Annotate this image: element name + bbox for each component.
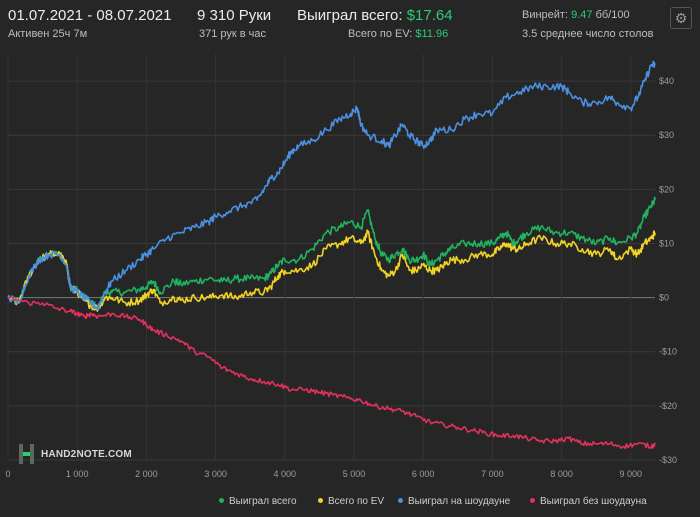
won-total: Выиграл всего: $17.64 <box>297 7 453 24</box>
legend-dot <box>398 497 403 503</box>
gear-icon[interactable]: ⚙ <box>670 7 692 29</box>
legend-item-showdown[interactable]: Выиграл на шоудауне <box>398 496 510 510</box>
x-tick-label: 0 <box>5 469 10 479</box>
legend-label: Выиграл всего <box>229 496 297 507</box>
y-tick-label: -$10 <box>659 347 677 357</box>
winrate-value: 9.47 <box>571 9 593 21</box>
ev-total-label: Всего по EV: <box>348 28 413 40</box>
ev-total-value: $11.96 <box>415 28 449 40</box>
x-tick-label: 2 000 <box>135 469 158 479</box>
y-tick-label: -$20 <box>659 401 677 411</box>
won-total-label: Выиграл всего: <box>297 7 403 24</box>
legend-label: Всего по EV <box>328 496 385 507</box>
series-line-3 <box>7 296 656 450</box>
won-total-value: $17.64 <box>406 7 453 24</box>
hands-count: 9 310 Руки <box>197 7 272 24</box>
series-line-1 <box>7 229 656 312</box>
hand2note-logo-icon <box>18 444 36 464</box>
winrate-label: Винрейт: <box>522 9 569 21</box>
y-tick-label: -$30 <box>659 455 677 465</box>
y-tick-label: $30 <box>659 130 674 140</box>
stats-header: 01.07.2021 - 08.07.2021 Активен 25ч 7м 9… <box>0 0 700 48</box>
logo-text: HAND2NOTE.COM <box>41 448 132 460</box>
x-tick-label: 9 000 <box>620 469 643 479</box>
winrate-unit: бб/100 <box>595 9 630 21</box>
y-tick-label: $20 <box>659 184 674 194</box>
x-tick-label: 8 000 <box>550 469 573 479</box>
legend-dot <box>318 497 323 503</box>
ev-total: Всего по EV: $11.96 <box>348 28 448 40</box>
legend-label: Выиграл без шоудауна <box>540 496 647 507</box>
legend-item-non-showdown[interactable]: Выиграл без шоудауна <box>530 496 647 510</box>
x-tick-label: 7 000 <box>481 469 504 479</box>
avg-tables: 3.5 среднее число столов <box>522 28 654 40</box>
winrate: Винрейт: 9.47 бб/100 <box>522 9 630 21</box>
x-tick-label: 6 000 <box>412 469 435 479</box>
x-tick-label: 1 000 <box>66 469 89 479</box>
legend-label: Выиграл на шоудауне <box>408 496 511 507</box>
legend-item-ev[interactable]: Всего по EV <box>318 496 384 510</box>
legend-dot <box>530 497 535 503</box>
legend-item-won-total[interactable]: Выиграл всего <box>219 496 297 510</box>
y-tick-label: $10 <box>659 238 674 248</box>
x-tick-label: 5 000 <box>343 469 366 479</box>
series-line-2 <box>7 60 656 311</box>
x-tick-label: 3 000 <box>204 469 227 479</box>
y-tick-label: $0 <box>659 293 669 303</box>
active-duration: Активен 25ч 7м <box>8 28 88 40</box>
y-tick-label: $40 <box>659 76 674 86</box>
hand2note-logo: HAND2NOTE.COM <box>18 443 132 465</box>
x-tick-label: 4 000 <box>274 469 297 479</box>
chart: -$30 -$20 -$10 $0 $10 $20 $30 $40 0 1 000 2 000 3 0… <box>5 54 677 479</box>
legend-dot <box>219 497 224 503</box>
hands-per-hour: 371 рук в час <box>199 28 267 40</box>
date-range[interactable]: 01.07.2021 - 08.07.2021 <box>8 7 172 24</box>
